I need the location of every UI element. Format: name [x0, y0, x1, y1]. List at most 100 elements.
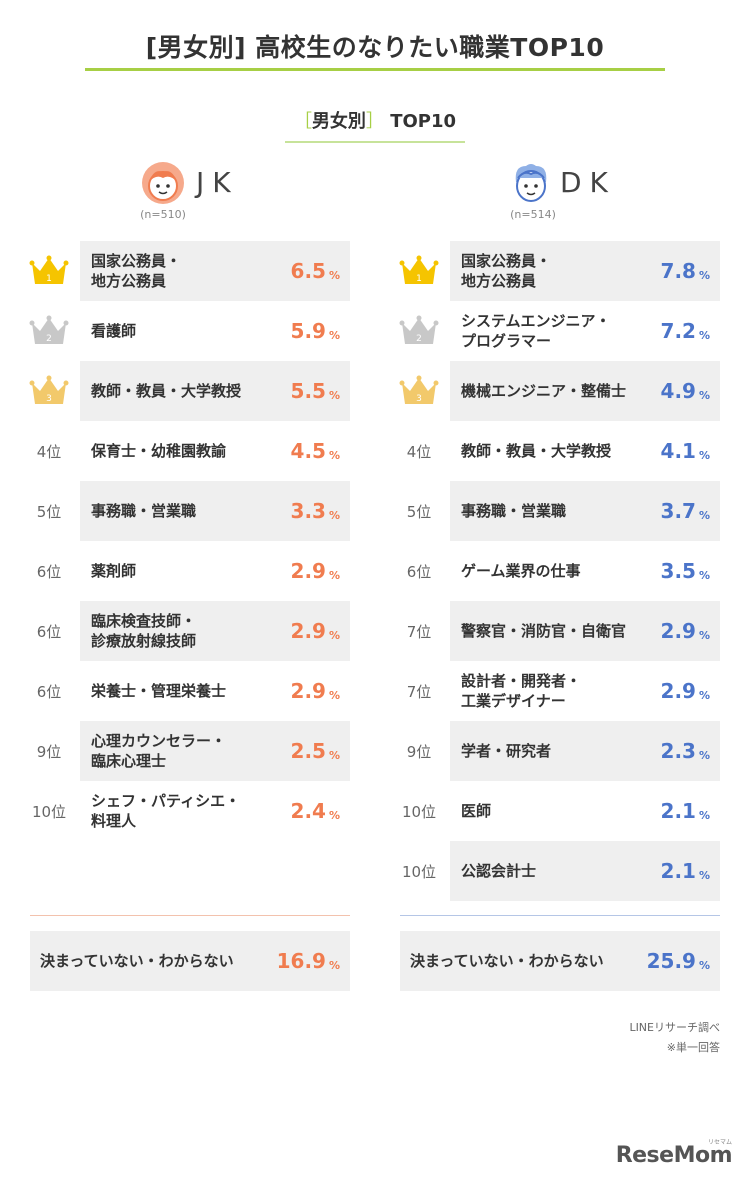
job-cell: シェフ・パティシエ・ 料理人 2.4% — [80, 781, 350, 841]
job-name: 栄養士・管理栄養士 — [91, 661, 286, 721]
percentage-value: 2.9% — [290, 619, 340, 643]
job-name: 機械エンジニア・整備士 — [461, 361, 656, 421]
crown-icon: 3 — [390, 361, 448, 421]
percentage-value: 2.3% — [660, 739, 710, 763]
dk-rank-row: 9位 学者・研究者 2.3% — [390, 721, 720, 781]
subtitle-bracket-open: ［ — [293, 111, 312, 132]
job-cell: 公認会計士 2.1% — [450, 841, 720, 901]
job-name-line: 薬剤師 — [91, 562, 137, 580]
page-title: [男女別] 高校生のなりたい職業TOP10 — [145, 33, 605, 62]
rank-label: 4位 — [406, 442, 432, 461]
boy-face-icon — [515, 164, 547, 202]
job-name-line: 臨床心理士 — [91, 752, 167, 770]
job-cell: 心理カウンセラー・ 臨床心理士 2.5% — [80, 721, 350, 781]
dk-header: DK — [390, 158, 720, 208]
rank-label: 9位 — [36, 742, 62, 761]
jk-rank-row: 9位 心理カウンセラー・ 臨床心理士 2.5% — [20, 721, 350, 781]
rank-label: 6位 — [36, 622, 62, 641]
rank-label: 6位 — [406, 562, 432, 581]
dk-rank-row: 1 国家公務員・ 地方公務員 7.8% — [390, 241, 720, 301]
subtitle-bracket-close: ］ — [365, 111, 384, 132]
job-cell: 教師・教員・大学教授 5.5% — [80, 361, 350, 421]
job-name: 心理カウンセラー・ 臨床心理士 — [91, 721, 286, 781]
job-cell: 国家公務員・ 地方公務員 7.8% — [450, 241, 720, 301]
crown-rank-2-icon: 2 — [399, 315, 439, 344]
job-name: 事務職・営業職 — [461, 481, 656, 541]
job-cell: 機械エンジニア・整備士 4.9% — [450, 361, 720, 421]
job-name-line: シェフ・パティシエ・ — [91, 792, 241, 810]
job-name-line: 地方公務員 — [91, 272, 167, 290]
job-cell: 学者・研究者 2.3% — [450, 721, 720, 781]
job-name-line: 医師 — [461, 802, 492, 820]
percentage-value: 3.7% — [660, 499, 710, 523]
job-cell: ゲーム業界の仕事 3.5% — [450, 541, 720, 601]
dk-sample-size: (n=514) — [510, 208, 556, 221]
job-name: 国家公務員・ 地方公務員 — [91, 241, 286, 301]
rank-label: 5位 — [406, 502, 432, 521]
svg-text:1: 1 — [416, 274, 422, 284]
jk-rank-row: 2 看護師 5.9% — [20, 301, 350, 361]
crown-rank-2-icon: 2 — [29, 315, 69, 344]
job-name-line: 公認会計士 — [461, 862, 537, 880]
job-name: 設計者・開発者・ 工業デザイナー — [461, 661, 656, 721]
job-name: システムエンジニア・ プログラマー — [461, 301, 656, 361]
crown-icon: 3 — [20, 361, 78, 421]
job-name-line: 学者・研究者 — [461, 742, 552, 760]
job-name: ゲーム業界の仕事 — [461, 541, 656, 601]
job-name-line: 事務職・営業職 — [461, 502, 567, 520]
dk-undecided-value: 25.9% — [646, 949, 710, 973]
crown-rank-1-icon: 1 — [399, 255, 439, 284]
job-name-line: 工業デザイナー — [461, 692, 566, 710]
percentage-value: 3.5% — [660, 559, 710, 583]
dk-rank-row: 10位 医師 2.1% — [390, 781, 720, 841]
job-cell: 事務職・営業職 3.3% — [80, 481, 350, 541]
job-name: 臨床検査技師・ 診療放射線技師 — [91, 601, 286, 661]
job-name: 教師・教員・大学教授 — [461, 421, 656, 481]
rank-label: 10位 — [401, 802, 437, 821]
svg-text:3: 3 — [46, 394, 52, 404]
rank-label: 6位 — [36, 682, 62, 701]
dk-rank-row: 10位 公認会計士 2.1% — [390, 841, 720, 901]
job-name-line: システムエンジニア・ — [461, 312, 611, 330]
crown-icon: 2 — [20, 301, 78, 361]
crown-rank-3-icon: 3 — [29, 375, 69, 404]
percentage-value: 5.5% — [290, 379, 340, 403]
job-cell: 設計者・開発者・ 工業デザイナー 2.9% — [450, 661, 720, 721]
rank-label: 7位 — [406, 622, 432, 641]
job-name: シェフ・パティシエ・ 料理人 — [91, 781, 286, 841]
percentage-value: 2.9% — [290, 679, 340, 703]
percentage-value: 7.2% — [660, 319, 710, 343]
svg-text:2: 2 — [416, 334, 422, 344]
rank-label: 7位 — [406, 682, 432, 701]
jk-rank-row: 6位 臨床検査技師・ 診療放射線技師 2.9% — [20, 601, 350, 661]
percentage-value: 2.1% — [660, 859, 710, 883]
jk-header: JK — [20, 158, 350, 208]
rank-label: 6位 — [36, 562, 62, 581]
jk-rank-row: 3 教師・教員・大学教授 5.5% — [20, 361, 350, 421]
jk-rank-row: 5位 事務職・営業職 3.3% — [20, 481, 350, 541]
jk-undecided-label: 決まっていない・わからない — [40, 952, 234, 970]
job-cell: 事務職・営業職 3.7% — [450, 481, 720, 541]
dk-label: DK — [560, 166, 616, 199]
dk-rank-row: 4位 教師・教員・大学教授 4.1% — [390, 421, 720, 481]
job-name-line: 診療放射線技師 — [91, 632, 197, 650]
job-cell: 栄養士・管理栄養士 2.9% — [80, 661, 350, 721]
jk-rank-row: 6位 栄養士・管理栄養士 2.9% — [20, 661, 350, 721]
source-note: LINEリサーチ調べ — [629, 1021, 720, 1034]
percentage-value: 4.9% — [660, 379, 710, 403]
job-name-line: 臨床検査技師・ — [91, 612, 197, 630]
job-name-line: 料理人 — [91, 812, 137, 830]
job-name-line: 栄養士・管理栄養士 — [91, 682, 227, 700]
percentage-value: 2.4% — [290, 799, 340, 823]
dk-rank-row: 7位 警察官・消防官・自衛官 2.9% — [390, 601, 720, 661]
job-name-line: ゲーム業界の仕事 — [461, 562, 581, 580]
dk-rank-row: 2 システムエンジニア・ プログラマー 7.2% — [390, 301, 720, 361]
job-cell: 看護師 5.9% — [80, 301, 350, 361]
rank-label: 10位 — [31, 802, 67, 821]
percentage-value: 2.5% — [290, 739, 340, 763]
job-cell: 警察官・消防官・自衛官 2.9% — [450, 601, 720, 661]
dk-undecided-row: 決まっていない・わからない 25.9% — [400, 931, 720, 991]
job-cell: 国家公務員・ 地方公務員 6.5% — [80, 241, 350, 301]
percentage-value: 3.3% — [290, 499, 340, 523]
crown-icon: 1 — [390, 241, 448, 301]
